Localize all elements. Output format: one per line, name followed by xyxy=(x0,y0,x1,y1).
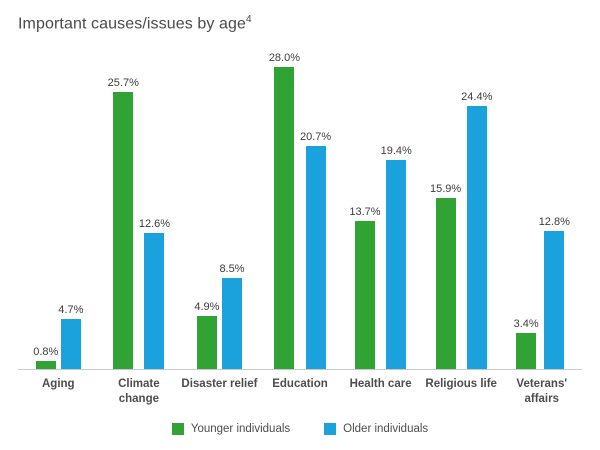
value-label: 0.8% xyxy=(33,345,59,358)
category-label: Religious life xyxy=(425,378,497,391)
value-label: 12.8% xyxy=(538,216,570,229)
category-label: Health care xyxy=(349,378,412,391)
value-label: 12.6% xyxy=(138,218,171,231)
bar-group: 4.9% 8.5% xyxy=(179,263,260,370)
bar-younger xyxy=(274,66,295,370)
bar-group: 28.0% 20.7% xyxy=(260,51,341,370)
value-label: 13.7% xyxy=(349,206,381,219)
bar-older xyxy=(60,318,81,370)
bar-column-older: 12.8% xyxy=(538,216,570,370)
category-label: Veterans' affairs xyxy=(516,378,568,406)
bar-younger xyxy=(516,332,537,370)
bar-column-older: 19.4% xyxy=(381,145,412,370)
legend-label-younger: Younger individuals xyxy=(190,423,291,436)
bar-younger xyxy=(113,91,134,370)
bar-column-younger: 3.4% xyxy=(514,318,539,370)
bar-group: 0.8% 4.7% xyxy=(18,304,99,370)
bar-column-older: 20.7% xyxy=(300,131,331,370)
bar-column-younger: 25.7% xyxy=(108,77,139,370)
category-label: Education xyxy=(272,378,328,391)
bar-column-younger: 13.7% xyxy=(349,206,381,370)
legend-item-younger: Younger individuals xyxy=(171,423,291,436)
bar-column-younger: 0.8% xyxy=(33,346,58,370)
bar-group: 25.7% 12.6% xyxy=(99,77,180,370)
bar-group: 3.4% 12.8% xyxy=(501,216,582,370)
category-label: Disaster relief xyxy=(181,378,258,391)
legend-swatch-younger xyxy=(171,423,184,436)
category-label: Climate change xyxy=(118,378,160,406)
bar-younger xyxy=(435,197,456,370)
chart-title-text: Important causes/issues by age xyxy=(18,15,247,33)
bar-column-older: 24.4% xyxy=(461,91,492,370)
value-label: 4.9% xyxy=(194,301,220,314)
bar-younger xyxy=(35,360,56,370)
bar-group: 15.9% 24.4% xyxy=(421,91,502,370)
bar-older xyxy=(144,233,165,370)
bar-chart: 0.8% 4.7% 25.7% 12.6% 4.9% 8.5% 28.0% 20.7% 13.7… xyxy=(18,39,582,407)
value-label: 19.4% xyxy=(380,144,412,157)
category-label: Aging xyxy=(42,378,75,391)
value-label: 25.7% xyxy=(107,76,139,89)
value-label: 28.0% xyxy=(268,51,301,64)
bar-older xyxy=(221,277,242,370)
bar-older xyxy=(386,159,407,370)
bar-column-younger: 15.9% xyxy=(430,183,461,370)
value-label: 8.5% xyxy=(219,262,245,275)
bar-column-younger: 28.0% xyxy=(268,51,301,370)
value-label: 20.7% xyxy=(300,130,332,143)
bar-column-younger: 4.9% xyxy=(194,301,220,370)
chart-title-superscript: 4 xyxy=(246,14,252,25)
value-label: 4.7% xyxy=(58,303,84,316)
legend-item-older: Older individuals xyxy=(324,423,429,436)
bar-column-older: 12.6% xyxy=(138,218,171,370)
bar-older xyxy=(466,105,487,370)
bar-column-older: 8.5% xyxy=(219,262,245,370)
bar-group: 13.7% 19.4% xyxy=(340,145,421,370)
value-label: 3.4% xyxy=(513,317,539,330)
value-label: 15.9% xyxy=(429,182,462,195)
bar-older xyxy=(544,231,565,370)
bar-column-older: 4.7% xyxy=(58,304,83,370)
x-axis-labels: Aging Climate change Disaster relief Educat… xyxy=(18,370,582,407)
legend-swatch-older xyxy=(324,423,337,436)
legend-label-older: Older individuals xyxy=(343,423,429,436)
legend: Younger individuals Older individuals xyxy=(18,423,582,436)
bar-younger xyxy=(196,316,217,370)
bar-younger xyxy=(354,221,375,370)
value-label: 24.4% xyxy=(461,90,493,103)
plot-area: 0.8% 4.7% 25.7% 12.6% 4.9% 8.5% 28.0% 20.7% 13.7… xyxy=(18,39,582,371)
chart-title: Important causes/issues by age4 xyxy=(18,14,582,33)
bar-older xyxy=(305,145,326,370)
